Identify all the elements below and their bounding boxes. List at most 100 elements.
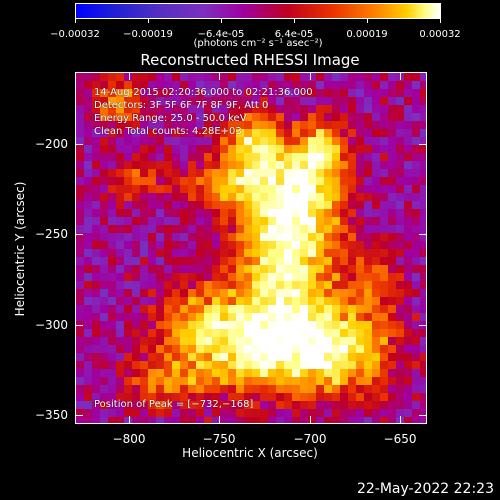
heatmap-cell (132, 233, 141, 242)
heatmap-cell (140, 417, 149, 423)
heatmap-cell (220, 97, 229, 106)
heatmap-cell (332, 169, 341, 178)
heatmap-cell (196, 73, 205, 82)
heatmap-cell (420, 121, 426, 130)
heatmap-cell (332, 417, 341, 423)
heatmap-cell (356, 417, 365, 423)
heatmap-cell (324, 273, 333, 282)
heatmap-plot-area: 14-Aug-2015 02:20:36.000 to 02:21:36.000… (75, 72, 427, 424)
heatmap-cell (420, 169, 426, 178)
heatmap-cell (420, 289, 426, 298)
heatmap-cell (236, 121, 245, 130)
heatmap-cell (252, 345, 261, 354)
heatmap-cell (180, 361, 189, 370)
heatmap-cell (180, 217, 189, 226)
heatmap-cell (420, 161, 426, 170)
heatmap-cell (92, 89, 101, 98)
heatmap-cell (84, 97, 93, 106)
heatmap-cell (332, 313, 341, 322)
heatmap-cell (204, 297, 213, 306)
heatmap-cell (204, 225, 213, 234)
heatmap-cell (244, 345, 253, 354)
heatmap-cell (372, 297, 381, 306)
heatmap-cell (84, 161, 93, 170)
heatmap-cell (84, 313, 93, 322)
heatmap-cell (188, 113, 197, 122)
heatmap-cell (172, 225, 181, 234)
heatmap-cell (284, 409, 293, 418)
heatmap-cell (404, 113, 413, 122)
heatmap-cell (220, 129, 229, 138)
heatmap-cell (300, 313, 309, 322)
heatmap-cell (268, 169, 277, 178)
heatmap-cell (348, 321, 357, 330)
heatmap-cell (204, 161, 213, 170)
heatmap-cell (252, 105, 261, 114)
heatmap-cell (308, 233, 317, 242)
heatmap-cell (236, 369, 245, 378)
heatmap-cell (300, 385, 309, 394)
heatmap-cell (300, 273, 309, 282)
heatmap-cell (372, 177, 381, 186)
heatmap-cell (332, 185, 341, 194)
heatmap-cell (268, 193, 277, 202)
heatmap-cell (140, 113, 149, 122)
heatmap-cell (284, 249, 293, 258)
heatmap-cell (132, 169, 141, 178)
heatmap-cell (172, 193, 181, 202)
heatmap-cell (180, 97, 189, 106)
heatmap-cell (172, 385, 181, 394)
heatmap-cell (180, 401, 189, 410)
heatmap-cell (332, 145, 341, 154)
heatmap-cell (76, 265, 85, 274)
heatmap-cell (412, 297, 421, 306)
heatmap-cell (252, 217, 261, 226)
heatmap-cell (276, 329, 285, 338)
heatmap-cell (412, 409, 421, 418)
heatmap-cell (380, 225, 389, 234)
heatmap-cell (196, 353, 205, 362)
heatmap-cell (196, 161, 205, 170)
heatmap-cell (412, 97, 421, 106)
heatmap-cell (292, 345, 301, 354)
heatmap-cell (100, 329, 109, 338)
heatmap-cell (380, 153, 389, 162)
heatmap-cell (260, 281, 269, 290)
heatmap-cell (324, 113, 333, 122)
heatmap-cell (92, 377, 101, 386)
heatmap-cell (228, 177, 237, 186)
heatmap-cell (372, 169, 381, 178)
heatmap-cell (292, 89, 301, 98)
heatmap-cell (196, 105, 205, 114)
heatmap-cell (404, 169, 413, 178)
heatmap-cell (204, 241, 213, 250)
heatmap-cell (228, 233, 237, 242)
heatmap-cell (220, 73, 229, 82)
heatmap-cell (340, 273, 349, 282)
heatmap-cell (268, 129, 277, 138)
heatmap-cell (260, 329, 269, 338)
heatmap-cell (380, 113, 389, 122)
heatmap-cell (348, 153, 357, 162)
heatmap-cell (356, 369, 365, 378)
heatmap-cell (340, 361, 349, 370)
heatmap-cell (132, 73, 141, 82)
heatmap-cell (124, 81, 133, 90)
heatmap-cell (228, 393, 237, 402)
heatmap-cell (380, 73, 389, 82)
heatmap-cell (220, 225, 229, 234)
heatmap-cell (212, 129, 221, 138)
heatmap-cell (380, 209, 389, 218)
heatmap-cell (140, 217, 149, 226)
heatmap-cell (172, 137, 181, 146)
heatmap-cell (124, 137, 133, 146)
heatmap-cell (364, 305, 373, 314)
heatmap-cell (276, 73, 285, 82)
heatmap-cell (84, 137, 93, 146)
heatmap-cell (148, 145, 157, 154)
heatmap-cell (308, 297, 317, 306)
heatmap-cell (204, 409, 213, 418)
heatmap-cell (172, 185, 181, 194)
heatmap-cell (196, 257, 205, 266)
heatmap-cell (276, 225, 285, 234)
